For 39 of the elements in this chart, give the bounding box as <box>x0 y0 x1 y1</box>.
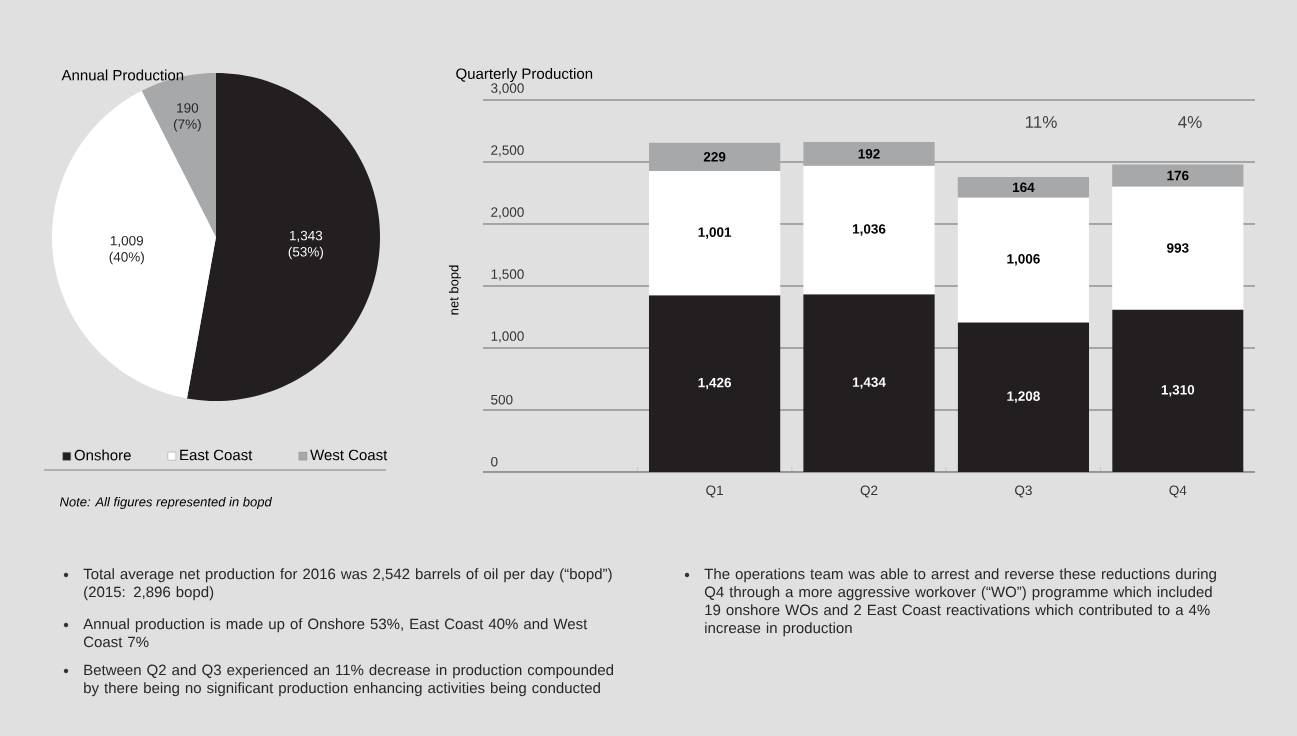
data-label: 229 <box>703 152 726 162</box>
y-axis-title: net bopd <box>448 265 462 315</box>
data-label: 993 <box>1167 243 1189 253</box>
annotation: 4% <box>1178 116 1202 128</box>
text: Annual production is made up of Onshore 53%, East Coast 40% and West Coast 7% <box>83 618 588 648</box>
data-label: 176 <box>1167 170 1189 181</box>
y-tick-label: 3,000 <box>491 83 524 95</box>
y-tick-label: 1,000 <box>491 331 524 343</box>
data-label: 1,310 <box>1161 385 1195 397</box>
data-label: 190 (7%) <box>173 103 201 132</box>
legend-label: East Coast <box>180 449 253 461</box>
chart-title: Quarterly Production <box>456 68 593 82</box>
y-tick-label: 0 <box>491 456 498 467</box>
legend-label: West Coast <box>310 449 388 461</box>
data-label: 1,434 <box>852 377 886 389</box>
data-label: 1,001 <box>698 227 732 239</box>
legend-label: Onshore <box>74 449 131 461</box>
x-tick-label: Q3 <box>1015 485 1032 498</box>
text: Note: All figures represented in bopd <box>59 496 273 510</box>
text: Total average net production for 2016 was 2,542 barrels of oil per day (“bopd”) (2015: 2,896 bopd) <box>83 568 612 601</box>
data-label: 1,009 (40%) <box>109 235 144 265</box>
annotation: 11% <box>1025 116 1057 128</box>
chart-title: Annual Production <box>61 69 184 81</box>
data-label: 1,208 <box>1007 391 1040 403</box>
data-label: 164 <box>1013 182 1035 193</box>
y-tick-label: 2,000 <box>491 207 524 219</box>
y-tick-label: 1,500 <box>491 269 524 281</box>
x-tick-label: Q2 <box>860 485 878 498</box>
text: Between Q2 and Q3 experienced an 11% decrease in production compounded by there being no significant production enhancing activities being conducted <box>84 664 614 697</box>
x-tick-label: Q1 <box>706 485 723 498</box>
y-tick-label: 2,500 <box>491 145 524 157</box>
data-label: 1,343 (53%) <box>288 230 323 260</box>
y-tick-label: 500 <box>491 394 513 405</box>
data-label: 1,036 <box>852 224 886 236</box>
text: The operations team was able to arrest and reverse these reductions during Q4 through a more aggressive workover (“WO”) programme which included 19 onshore WOs and 2 East Coast reactivations which contributed to a 4% increase in production <box>704 568 1216 637</box>
data-label: 1,006 <box>1007 254 1040 266</box>
data-label: 1,426 <box>698 377 732 390</box>
data-label: 192 <box>858 149 880 159</box>
x-tick-label: Q4 <box>1169 485 1187 498</box>
